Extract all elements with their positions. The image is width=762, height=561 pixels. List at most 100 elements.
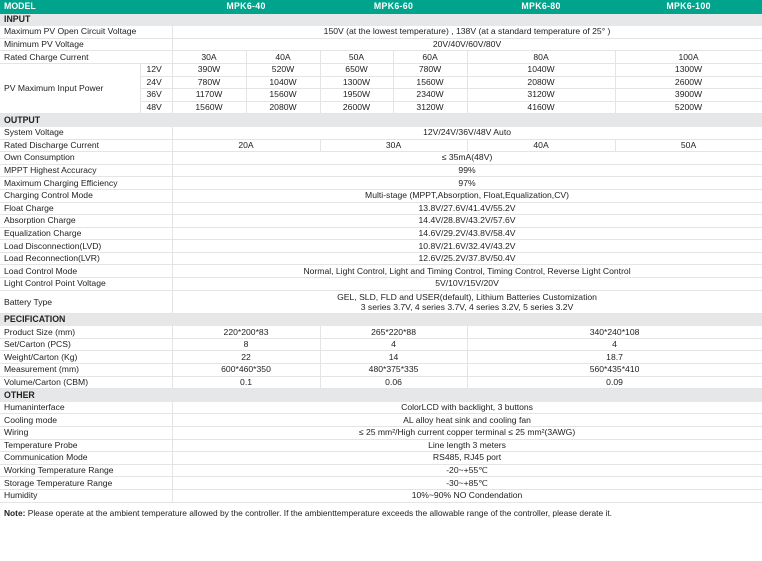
table-row: Light Control Point Voltage 5V/10V/15V/20… xyxy=(0,277,762,291)
row-value: 30A xyxy=(319,138,468,153)
table-row: Measurement (mm) 600*460*350 480*375*335 56… xyxy=(0,363,762,377)
row-value: 14.6V/29.2V/43.8V/58.4V xyxy=(171,226,762,241)
row-value: 150V (at the lowest temperature) , 138V … xyxy=(171,25,762,39)
value-line: 3 series 3.7V, 4 series 3.7V, 4 series 3… xyxy=(360,301,574,312)
row-value: 0.09 xyxy=(466,375,762,390)
row-value: 50A xyxy=(614,138,762,153)
row-value: 4 xyxy=(466,337,762,352)
system-voltage-label: 48V xyxy=(139,100,173,115)
row-value: 60A xyxy=(392,50,468,64)
row-value: 1040W xyxy=(466,62,616,77)
row-value: 1560W xyxy=(245,88,321,102)
table-row: Temperature Probe Line length 3 meters xyxy=(0,438,762,453)
row-value: 4160W xyxy=(466,100,616,115)
row-value: Multi-stage (MPPT,Absorption, Float,Equa… xyxy=(171,188,762,203)
row-value: 2340W xyxy=(392,88,468,102)
row-value: 10.8V/21.6V/32.4V/43.2V xyxy=(171,239,762,253)
row-value: AL alloy heat sink and cooling fan xyxy=(171,413,762,427)
row-value: 80A xyxy=(466,50,616,64)
table-row: Maximum Charging Efficiency 97% xyxy=(0,176,762,190)
row-label: Absorption Charge xyxy=(0,214,173,228)
row-value: 20V/40V/60V/80V xyxy=(171,37,762,52)
row-label: Product Size (mm) xyxy=(0,325,173,339)
row-value: 100A xyxy=(614,50,762,64)
row-value: 99% xyxy=(171,163,762,178)
section-title: INPUT xyxy=(0,12,762,27)
table-row: Cooling mode AL alloy heat sink and cooli… xyxy=(0,413,762,427)
table-row: Storage Temperature Range -30~+85℃ xyxy=(0,476,762,490)
row-value: GEL, SLD, FLD and USER(default), Lithium… xyxy=(171,289,762,314)
table-row: Volume/Carton (CBM) 0.1 0.06 0.09 xyxy=(0,375,762,390)
note-label: Note: xyxy=(4,507,26,518)
row-value: 10%~90% NO Condendation xyxy=(171,488,762,503)
table-row: Load Reconnection(LVR) 12.6V/25.2V/37.8V/… xyxy=(0,251,762,266)
row-label: Volume/Carton (CBM) xyxy=(0,375,173,390)
table-row: Equalization Charge 14.6V/29.2V/43.8V/58.… xyxy=(0,226,762,241)
section-title: OUTPUT xyxy=(0,113,762,127)
row-value: ≤ 35mA(48V) xyxy=(171,151,762,165)
row-label: Temperature Probe xyxy=(0,438,173,453)
row-value: 560*435*410 xyxy=(466,363,762,377)
row-label: Load Control Mode xyxy=(0,264,173,279)
header-model-name: MPK6-40 xyxy=(171,0,321,14)
table-row: Battery Type GEL, SLD, FLD and USER(defau… xyxy=(0,289,762,314)
section-header: PECIFICATION xyxy=(0,312,762,327)
row-value: 40A xyxy=(466,138,616,153)
table-row: Float Charge 13.8V/27.6V/41.4V/55.2V xyxy=(0,201,762,216)
row-label: Communication Mode xyxy=(0,451,173,465)
row-value: -30~+85℃ xyxy=(171,476,762,490)
row-value: 1950W xyxy=(319,88,394,102)
table-row: Communication Mode RS485, RJ45 port xyxy=(0,451,762,465)
row-value: 1300W xyxy=(614,62,762,77)
row-value: 5200W xyxy=(614,100,762,115)
row-value: 3120W xyxy=(466,88,616,102)
row-label: Light Control Point Voltage xyxy=(0,277,173,291)
row-label: Working Temperature Range xyxy=(0,463,173,478)
row-label: Float Charge xyxy=(0,201,173,216)
row-value: 0.06 xyxy=(319,375,468,390)
row-label: Rated Charge Current xyxy=(0,50,173,64)
section-title: PECIFICATION xyxy=(0,312,762,327)
table-row: Own Consumption ≤ 35mA(48V) xyxy=(0,151,762,165)
row-value: 0.1 xyxy=(171,375,321,390)
row-label: Humaninterface xyxy=(0,400,173,415)
row-value: RS485, RJ45 port xyxy=(171,451,762,465)
row-value: 520W xyxy=(245,62,321,77)
table-row: Set/Carton (PCS) 8 4 4 xyxy=(0,337,762,352)
table-row: Working Temperature Range -20~+55℃ xyxy=(0,463,762,478)
table-row: Humidity 10%~90% NO Condendation xyxy=(0,488,762,503)
row-value: 18.7 xyxy=(466,350,762,365)
row-value: 780W xyxy=(392,62,468,77)
row-value: 22 xyxy=(171,350,321,365)
row-label: Wiring xyxy=(0,426,173,440)
table-row: Humaninterface ColorLCD with backlight, 3… xyxy=(0,400,762,415)
row-label: Maximum Charging Efficiency xyxy=(0,176,173,190)
row-label: Load Reconnection(LVR) xyxy=(0,251,173,266)
row-label: PV Maximum Input Power xyxy=(0,62,141,115)
row-value: 12.6V/25.2V/37.8V/50.4V xyxy=(171,251,762,266)
note: Note: Please operate at the ambient temp… xyxy=(0,503,762,523)
row-value: 40A xyxy=(245,50,321,64)
row-value: 8 xyxy=(171,337,321,352)
row-label: System Voltage xyxy=(0,125,173,140)
row-value: ColorLCD with backlight, 3 buttons xyxy=(171,400,762,415)
row-value: 650W xyxy=(319,62,394,77)
row-value: 14 xyxy=(319,350,468,365)
row-label: Equalization Charge xyxy=(0,226,173,241)
row-value: 1300W xyxy=(319,75,394,90)
section-header: INPUT xyxy=(0,12,762,27)
table-row: Maximum PV Open Circuit Voltage 150V (at … xyxy=(0,25,762,39)
row-value: 1560W xyxy=(171,100,247,115)
row-value: 220*200*83 xyxy=(171,325,321,339)
section-header: OTHER xyxy=(0,388,762,402)
row-value: -20~+55℃ xyxy=(171,463,762,478)
table-row: Rated Discharge Current 20A 30A 40A 50A xyxy=(0,138,762,153)
row-value: 14.4V/28.8V/43.2V/57.6V xyxy=(171,214,762,228)
row-value: 1170W xyxy=(171,88,247,102)
row-value: 600*460*350 xyxy=(171,363,321,377)
row-value: 1560W xyxy=(392,75,468,90)
row-label: Measurement (mm) xyxy=(0,363,173,377)
row-value: 13.8V/27.6V/41.4V/55.2V xyxy=(171,201,762,216)
row-label: Cooling mode xyxy=(0,413,173,427)
table-row: MPPT Highest Accuracy 99% xyxy=(0,163,762,178)
